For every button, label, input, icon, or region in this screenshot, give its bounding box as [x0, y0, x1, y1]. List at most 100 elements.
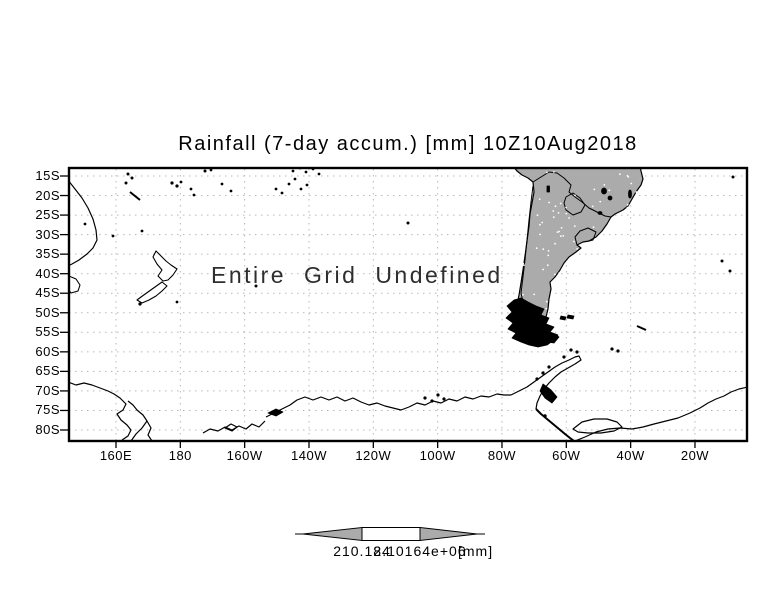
- australia-east-coast: [70, 181, 98, 266]
- river-speckle: [554, 205, 557, 208]
- river-speckle: [559, 235, 562, 238]
- river-speckle: [539, 223, 541, 226]
- river-speckle: [545, 307, 548, 310]
- river-speckle: [639, 205, 641, 207]
- lon-tick-label: 40W: [616, 448, 645, 463]
- lon-tick-label: 160E: [99, 448, 133, 463]
- river-speckle: [587, 313, 590, 315]
- river-speckle: [574, 194, 576, 197]
- river-speckle: [587, 318, 589, 321]
- colorbar-min-label: 210.184: [333, 543, 391, 559]
- river-speckle: [559, 202, 562, 205]
- lon-tick-label: 100W: [419, 448, 456, 463]
- river-speckle: [601, 233, 604, 236]
- river-speckle: [552, 216, 555, 219]
- river-speckle: [539, 233, 541, 236]
- lon-tick-label: 160W: [226, 448, 263, 463]
- river-speckle: [522, 262, 525, 265]
- river-speckle: [587, 303, 590, 306]
- river-speckle: [576, 248, 579, 250]
- lat-tick-label: 75S: [35, 402, 60, 418]
- lat-tick-label: 40S: [35, 265, 60, 281]
- lat-tick-label: 70S: [35, 382, 60, 398]
- map-layer: [70, 169, 746, 440]
- river-speckle: [619, 173, 621, 176]
- lon-tick-label: 180: [168, 448, 192, 463]
- river-speckle: [627, 176, 630, 178]
- river-speckle: [562, 235, 565, 237]
- antarctic-peninsula: [510, 355, 582, 410]
- river-speckle: [585, 248, 588, 251]
- river-speckle: [561, 277, 564, 280]
- river-speckle: [556, 231, 559, 234]
- river-speckle: [545, 300, 548, 303]
- river-speckle: [568, 217, 570, 219]
- south-america-landmass: [514, 169, 644, 324]
- new-zealand-north-island: [152, 250, 178, 282]
- river-speckle: [603, 184, 606, 186]
- river-speckle: [592, 226, 595, 229]
- plot-title: Rainfall (7-day accum.) [mm] 10Z10Aug201…: [178, 133, 638, 155]
- river-speckle: [522, 293, 524, 296]
- river-speckle: [554, 273, 556, 276]
- river-speckle: [558, 230, 560, 233]
- river-speckle: [571, 261, 573, 264]
- river-speckle: [547, 254, 550, 257]
- river-speckle: [588, 280, 590, 283]
- river-speckle: [598, 251, 601, 254]
- river-speckle: [612, 267, 615, 270]
- tasmania: [70, 275, 81, 294]
- lat-tick-label: 60S: [35, 343, 60, 359]
- lat-tick-label: 30S: [35, 226, 60, 242]
- ice-shelf-outline: [572, 418, 623, 434]
- lon-tick-label: 80W: [487, 448, 517, 463]
- river-speckle: [573, 240, 575, 243]
- river-speckle: [576, 318, 579, 321]
- river-speckle: [560, 227, 563, 229]
- lat-tick-label: 80S: [35, 421, 60, 437]
- stewart-island: [138, 302, 142, 306]
- river-speckle: [576, 306, 579, 308]
- river-speckle: [558, 272, 561, 274]
- lat-tick-label: 15S: [35, 168, 60, 183]
- colorbar-bar: [361, 527, 421, 541]
- river-speckle: [599, 200, 602, 203]
- river-speckle: [591, 205, 594, 208]
- colorbar-max-label: 2.10164e+06: [373, 543, 467, 559]
- lon-tick-label: 120W: [355, 448, 392, 463]
- river-speckle: [536, 214, 539, 217]
- lat-tick-label: 35S: [35, 246, 60, 262]
- colorbar-left-arrow: [302, 526, 363, 542]
- river-speckle: [573, 225, 576, 228]
- river-speckle: [538, 198, 541, 201]
- river-speckle: [565, 206, 567, 209]
- gridlines: [69, 169, 747, 440]
- river-speckle: [576, 273, 578, 275]
- river-speckle: [541, 221, 544, 224]
- river-speckle: [619, 264, 622, 267]
- river-speckle: [582, 257, 585, 260]
- grid-undefined-message: Entire Grid Undefined: [211, 262, 503, 288]
- lat-tick-label: 45S: [35, 285, 60, 301]
- lon-tick-label: 20W: [680, 448, 710, 463]
- river-speckles: [522, 171, 641, 322]
- plot-frame: [67, 166, 749, 443]
- river-speckle: [542, 248, 545, 251]
- lon-tick-label: 140W: [291, 448, 327, 463]
- river-speckle: [591, 304, 594, 307]
- river-speckle: [557, 212, 560, 214]
- lat-tick-label: 50S: [35, 304, 60, 320]
- river-speckle: [552, 210, 555, 212]
- southern-ocean-islets: [569, 347, 620, 354]
- pacific-islands: [83, 169, 735, 304]
- lat-tick-label: 65S: [35, 363, 60, 379]
- river-speckle: [547, 250, 550, 252]
- river-speckle: [630, 182, 633, 185]
- tierra-del-fuego: [529, 330, 560, 344]
- inland-lakes: [546, 185, 632, 215]
- river-speckle: [626, 203, 629, 206]
- antarctica-coastline: [70, 355, 746, 440]
- river-speckle: [546, 264, 549, 267]
- new-zealand-south-island: [136, 281, 168, 304]
